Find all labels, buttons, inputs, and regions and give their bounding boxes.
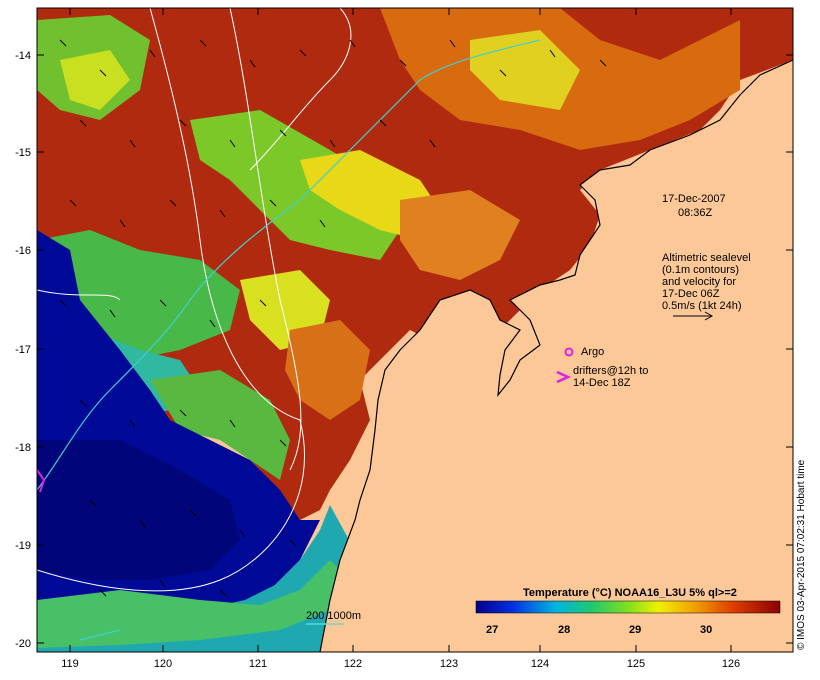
x-tick-label: 124 xyxy=(531,658,549,670)
green-patch-south xyxy=(150,370,290,480)
x-tick-label: 120 xyxy=(154,658,172,670)
velocity-note-line3: and velocity for xyxy=(662,276,736,288)
bathymetry-scale-label: 200 1000m xyxy=(306,610,361,622)
velocity-note-line2: (0.1m contours) xyxy=(662,264,739,276)
colorbar-tick-27: 27 xyxy=(486,624,498,636)
x-tick-label: 122 xyxy=(344,658,362,670)
y-tick-label: -17 xyxy=(15,344,31,356)
x-tick-label: 123 xyxy=(440,658,458,670)
bathymetry-contours xyxy=(37,39,541,641)
drifter-marker xyxy=(556,370,572,384)
velocity-note-line5: 0.5m/s (1kt 24h) xyxy=(662,300,741,312)
x-axis: 119 120 121 122 123 124 125 126 xyxy=(61,8,740,670)
cold-core xyxy=(37,440,240,580)
y-tick-label: -16 xyxy=(15,245,31,257)
argo-label: Argo xyxy=(581,346,604,358)
x-tick-label: 126 xyxy=(722,658,740,670)
orange-patch-mid xyxy=(285,320,370,420)
x-tick-label: 125 xyxy=(627,658,645,670)
colorbar xyxy=(475,600,781,614)
y-tick-label: -19 xyxy=(15,540,31,552)
x-tick-label: 121 xyxy=(249,658,267,670)
x-tick-label: 119 xyxy=(61,658,79,670)
coastline xyxy=(319,59,793,652)
colorbar-tick-28: 28 xyxy=(558,624,570,636)
orange-band-central xyxy=(400,190,520,280)
colorbar-tick-30: 30 xyxy=(700,624,712,636)
coastal-shelf-green xyxy=(37,560,350,648)
velocity-note-line1: Altimetric sealevel xyxy=(662,252,751,264)
argo-marker xyxy=(564,347,574,357)
drifter-label-line1: drifters@12h to xyxy=(573,365,648,377)
credit-text: © IMOS 03-Apr-2015 07:02:31 Hobart time xyxy=(796,459,807,650)
drifter-label-line2: 14-Dec 18Z xyxy=(573,377,631,389)
velocity-note-line4: 17-Dec 06Z xyxy=(662,288,720,300)
y-axis: -14 -15 -16 -17 -18 -19 -20 xyxy=(15,50,793,650)
colorbar-title: Temperature (°C) NOAA16_L3U 5% ql>=2 xyxy=(523,587,737,599)
sst-field xyxy=(37,8,793,652)
green-band-central xyxy=(190,110,400,260)
velocity-arrows xyxy=(59,39,607,597)
yellow-patch-west xyxy=(60,50,130,110)
land-mass xyxy=(320,60,793,652)
drifter-track xyxy=(37,469,46,493)
y-tick-label: -20 xyxy=(15,638,31,650)
sealevel-contours xyxy=(37,8,352,592)
date-label-line2: 08:36Z xyxy=(678,207,713,219)
plot-frame xyxy=(36,7,794,653)
date-label-line1: 17-Dec-2007 xyxy=(662,193,726,205)
y-tick-label: -14 xyxy=(15,50,31,62)
y-tick-label: -15 xyxy=(15,147,31,159)
velocity-scale-arrow xyxy=(673,311,714,321)
colorbar-tick-29: 29 xyxy=(629,624,641,636)
y-tick-label: -18 xyxy=(15,442,31,454)
